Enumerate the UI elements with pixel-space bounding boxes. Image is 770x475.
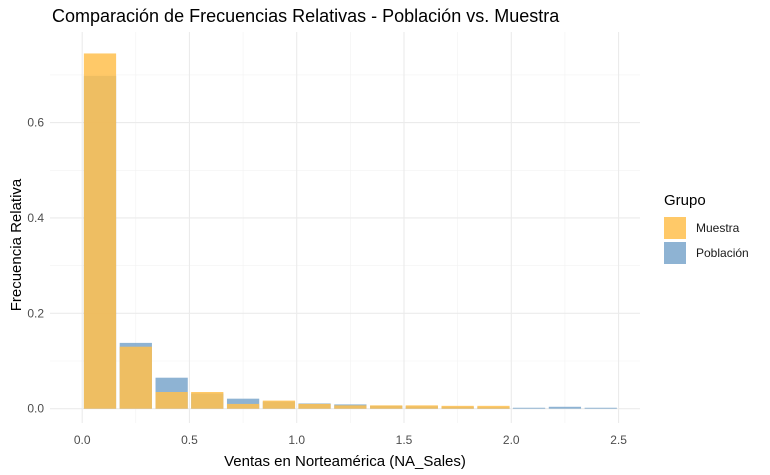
bar-muestra [83, 53, 117, 409]
legend-title: Grupo [664, 192, 706, 209]
legend: Grupo Muestra Población [664, 192, 749, 265]
legend-item-muestra: Muestra [664, 215, 749, 240]
bar-poblacion [584, 407, 617, 409]
x-tick-label: 2.0 [503, 433, 520, 447]
bar-muestra [405, 405, 438, 409]
bar-muestra [119, 346, 152, 409]
bar-muestra [155, 392, 188, 409]
legend-key-muestra [664, 216, 686, 239]
bar-muestra [191, 392, 224, 409]
bar-muestra [334, 405, 367, 409]
x-tick-label: 0.0 [74, 433, 91, 447]
bar-poblacion [548, 406, 582, 409]
bars [83, 53, 617, 409]
bar-poblacion [226, 398, 260, 409]
tick-labels: 0.0 0.2 0.4 0.6 0.0 0.5 1.0 1.5 2.0 2.5 [27, 116, 627, 447]
x-tick-label: 0.5 [181, 433, 198, 447]
chart-title: Comparación de Frecuencias Relativas - P… [52, 6, 560, 26]
y-tick-label: 0.0 [27, 402, 44, 416]
x-tick-label: 1.5 [396, 433, 413, 447]
y-tick-label: 0.2 [27, 306, 44, 320]
x-tick-label: 2.5 [610, 433, 627, 447]
x-tick-label: 1.0 [288, 433, 305, 447]
bar-muestra [262, 400, 296, 409]
y-axis-title: Frecuencia Relativa [8, 178, 25, 311]
bar-muestra [441, 405, 474, 409]
legend-key-poblacion [664, 241, 686, 264]
bar-muestra [370, 405, 403, 409]
bar-muestra [477, 405, 510, 409]
bar-muestra [226, 403, 260, 409]
y-tick-label: 0.4 [27, 211, 44, 225]
x-axis-title: Ventas en Norteamérica (NA_Sales) [224, 453, 466, 470]
bar-poblacion [512, 407, 546, 409]
y-tick-label: 0.6 [27, 116, 44, 130]
legend-label-muestra: Muestra [696, 220, 740, 235]
legend-item-poblacion: Población [664, 240, 749, 265]
bar-muestra [298, 403, 331, 409]
legend-label-poblacion: Población [696, 245, 749, 260]
